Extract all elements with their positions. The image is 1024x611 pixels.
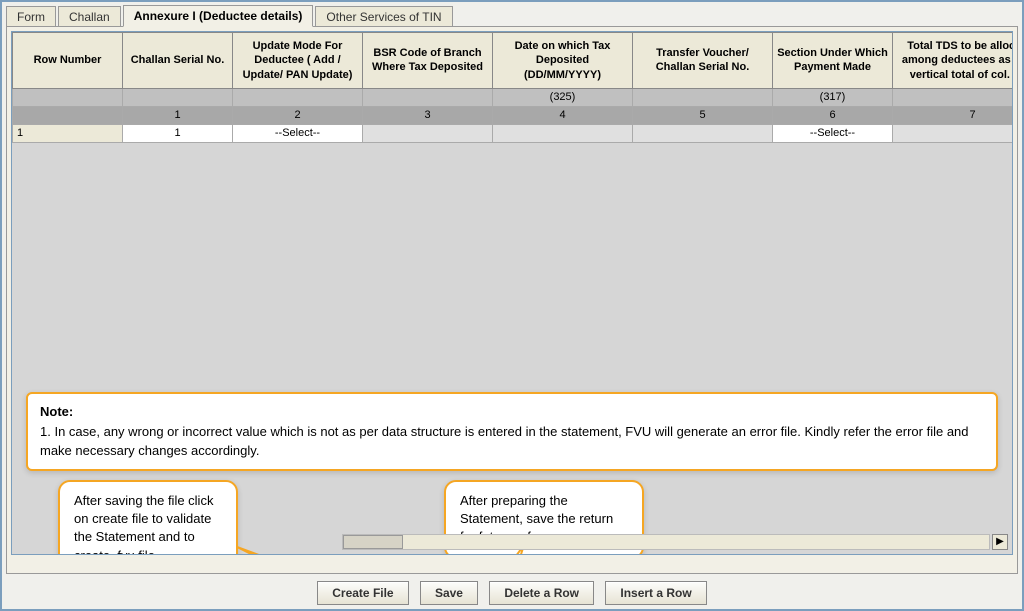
note-title: Note: bbox=[40, 404, 73, 419]
col-bsr-code: BSR Code of Branch Where Tax Deposited bbox=[363, 33, 493, 89]
cell-update-mode-select[interactable]: --Select-- bbox=[233, 124, 363, 142]
hint-cell bbox=[13, 88, 123, 106]
hint-cell bbox=[633, 88, 773, 106]
colnum-cell: 6 bbox=[773, 106, 893, 124]
delete-row-button[interactable]: Delete a Row bbox=[489, 581, 594, 605]
col-update-mode: Update Mode For Deductee ( Add / Update/… bbox=[233, 33, 363, 89]
cell-challan-serial[interactable]: 1 bbox=[123, 124, 233, 142]
note-body: 1. In case, any wrong or incorrect value… bbox=[40, 424, 969, 459]
col-row-number: Row Number bbox=[13, 33, 123, 89]
note-box: Note: 1. In case, any wrong or incorrect… bbox=[26, 392, 998, 471]
tab-challan[interactable]: Challan bbox=[58, 6, 121, 27]
cell-total-tds[interactable] bbox=[893, 124, 1014, 142]
callout-create-file: After saving the file click on create fi… bbox=[58, 480, 238, 555]
colnum-cell: 1 bbox=[123, 106, 233, 124]
tab-bar: Form Challan Annexure I (Deductee detail… bbox=[2, 2, 1022, 26]
hint-cell: (317) bbox=[773, 88, 893, 106]
colnum-cell bbox=[13, 106, 123, 124]
col-challan-serial: Challan Serial No. bbox=[123, 33, 233, 89]
app-frame: Form Challan Annexure I (Deductee detail… bbox=[0, 0, 1024, 611]
cell-bsr[interactable] bbox=[363, 124, 493, 142]
hint-cell bbox=[123, 88, 233, 106]
hscroll-thumb[interactable] bbox=[343, 535, 403, 549]
grid-data-row[interactable]: 1 1 --Select-- --Select-- bbox=[13, 124, 1014, 142]
button-bar: Create File Save Delete a Row Insert a R… bbox=[2, 581, 1022, 605]
grid-header-row: Row Number Challan Serial No. Update Mod… bbox=[13, 33, 1014, 89]
grid-container: Row Number Challan Serial No. Update Mod… bbox=[11, 31, 1013, 555]
cell-section-select[interactable]: --Select-- bbox=[773, 124, 893, 142]
hscroll-right-button[interactable]: ▶ bbox=[992, 534, 1008, 550]
tab-annexure[interactable]: Annexure I (Deductee details) bbox=[123, 5, 314, 27]
row-label-cell: 1 bbox=[13, 124, 123, 142]
grid-colnum-row: 1 2 3 4 5 6 7 bbox=[13, 106, 1014, 124]
hint-cell bbox=[363, 88, 493, 106]
colnum-cell: 3 bbox=[363, 106, 493, 124]
col-total-tds: Total TDS to be allocated among deductee… bbox=[893, 33, 1014, 89]
col-section: Section Under Which Payment Made bbox=[773, 33, 893, 89]
save-button[interactable]: Save bbox=[420, 581, 478, 605]
insert-row-button[interactable]: Insert a Row bbox=[605, 581, 706, 605]
create-file-button[interactable]: Create File bbox=[317, 581, 408, 605]
tab-form[interactable]: Form bbox=[6, 6, 56, 27]
cell-date[interactable] bbox=[493, 124, 633, 142]
colnum-cell: 4 bbox=[493, 106, 633, 124]
grid-hint-row: (325) (317) bbox=[13, 88, 1014, 106]
colnum-cell: 7 bbox=[893, 106, 1014, 124]
col-date-deposited: Date on which Tax Deposited (DD/MM/YYYY) bbox=[493, 33, 633, 89]
colnum-cell: 2 bbox=[233, 106, 363, 124]
tab-other-services[interactable]: Other Services of TIN bbox=[315, 6, 452, 27]
hscroll-track[interactable] bbox=[342, 534, 990, 550]
hint-cell bbox=[893, 88, 1014, 106]
cell-voucher[interactable] bbox=[633, 124, 773, 142]
hint-cell bbox=[233, 88, 363, 106]
hint-cell: (325) bbox=[493, 88, 633, 106]
col-transfer-voucher: Transfer Voucher/ Challan Serial No. bbox=[633, 33, 773, 89]
colnum-cell: 5 bbox=[633, 106, 773, 124]
deductee-grid: Row Number Challan Serial No. Update Mod… bbox=[12, 32, 1013, 143]
tab-panel: Row Number Challan Serial No. Update Mod… bbox=[6, 26, 1018, 574]
callout-text: After saving the file click on create fi… bbox=[74, 493, 213, 555]
